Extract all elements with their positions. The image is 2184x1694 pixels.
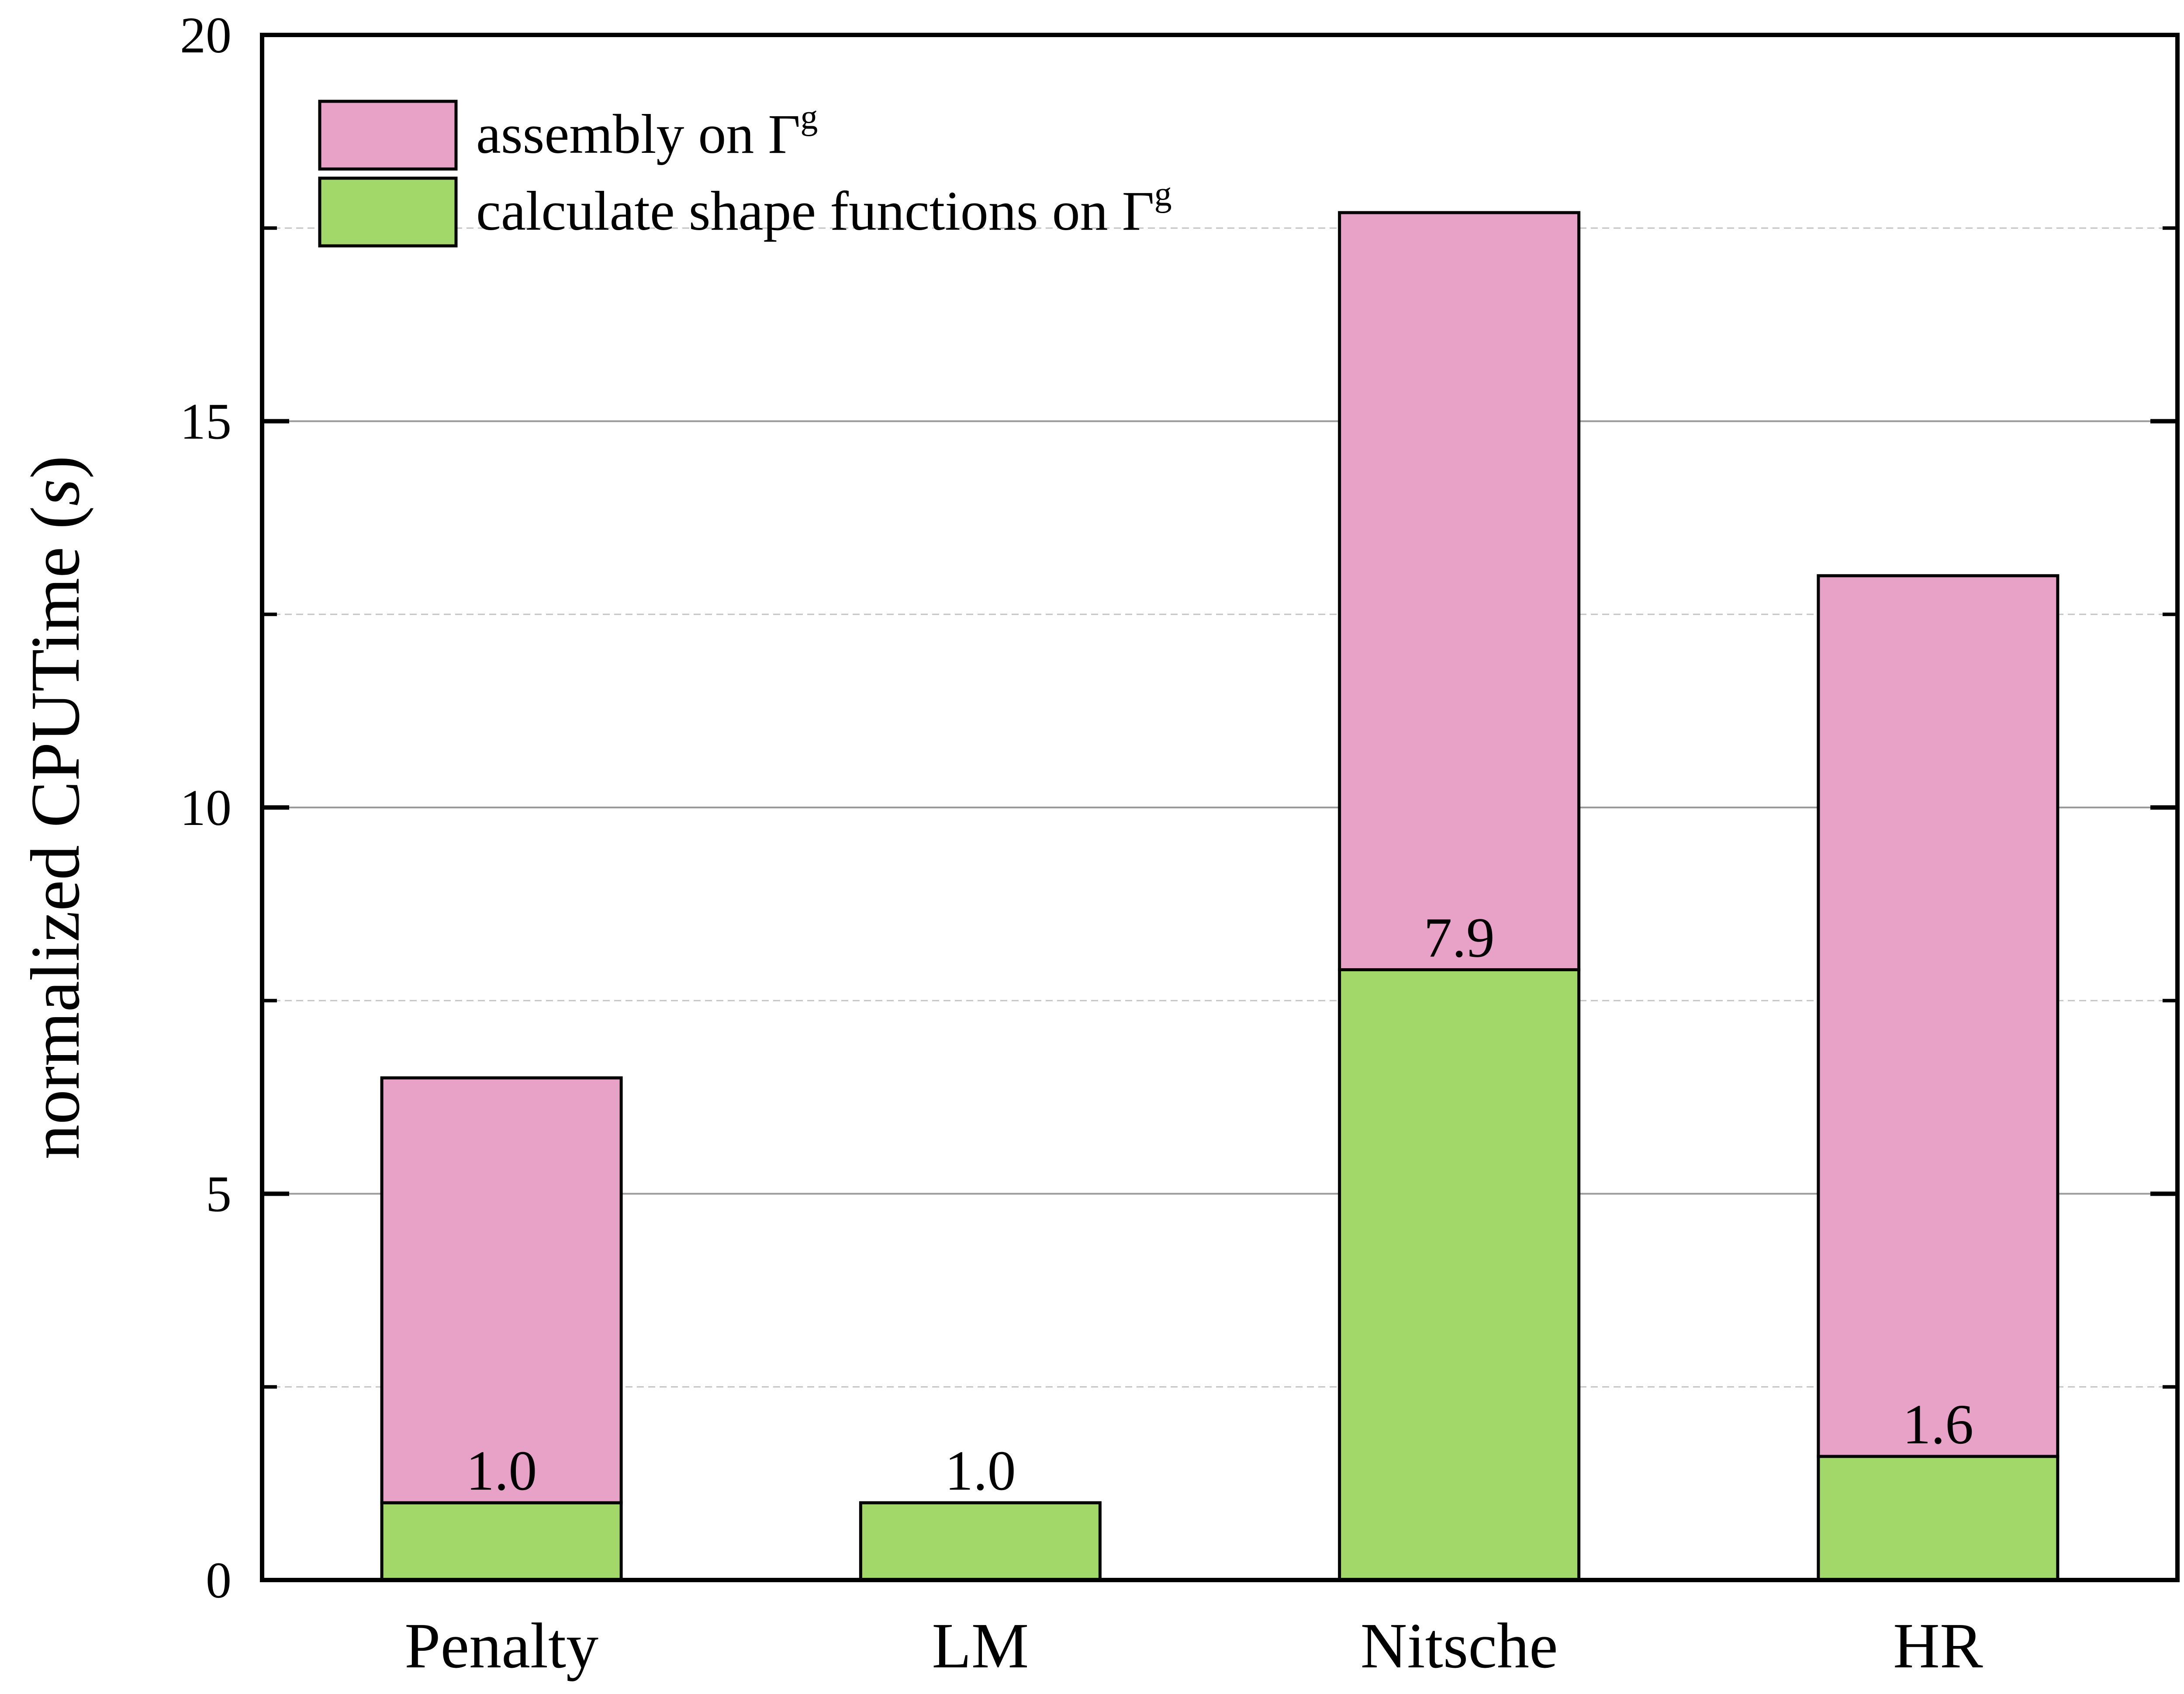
legend-swatch-0 [318,100,458,171]
legend: assembly on Γg calculate shape functions … [318,98,1172,248]
y-tick-label: 0 [206,1552,232,1609]
x-tick-label-nitsche: Nitsche [1361,1610,1558,1682]
bar-hr-series-1 [1817,574,2060,1458]
y-axis-title: normalized CPUTime (s) [16,455,94,1159]
bar-hr-series-0 [1817,1455,2060,1582]
bar-penalty-series-0 [380,1501,623,1582]
bar-lm-series-0 [859,1501,1102,1582]
y-tick-label: 20 [180,7,232,64]
legend-swatch-1 [318,176,458,248]
x-tick-label-lm: LM [932,1610,1029,1682]
bar-nitsche-series-0 [1338,968,1581,1582]
x-tick-label-hr: HR [1893,1610,1983,1682]
y-tick-label: 10 [180,779,232,836]
y-tick-label: 15 [180,393,232,450]
labels-layer: 1.0 1.0 7.9 1.6 0 5 10 15 20 Penalty LM Nitsche HR no… [16,7,1983,1682]
data-label-lm: 1.0 [945,1439,1016,1502]
data-label-nitsche: 7.9 [1424,906,1495,969]
data-label-penalty: 1.0 [466,1439,537,1502]
bar-penalty-series-1 [380,1076,623,1504]
y-tick-label: 5 [206,1166,232,1223]
legend-label-0: assembly on Γg [476,98,818,165]
axes-layer [260,33,2180,1582]
data-label-hr: 1.6 [1903,1393,1974,1456]
x-tick-label-penalty: Penalty [404,1610,598,1682]
legend-label-1: calculate shape functions on Γg [476,175,1172,242]
bars-layer [380,211,2060,1582]
bar-nitsche-series-1 [1338,211,1581,971]
